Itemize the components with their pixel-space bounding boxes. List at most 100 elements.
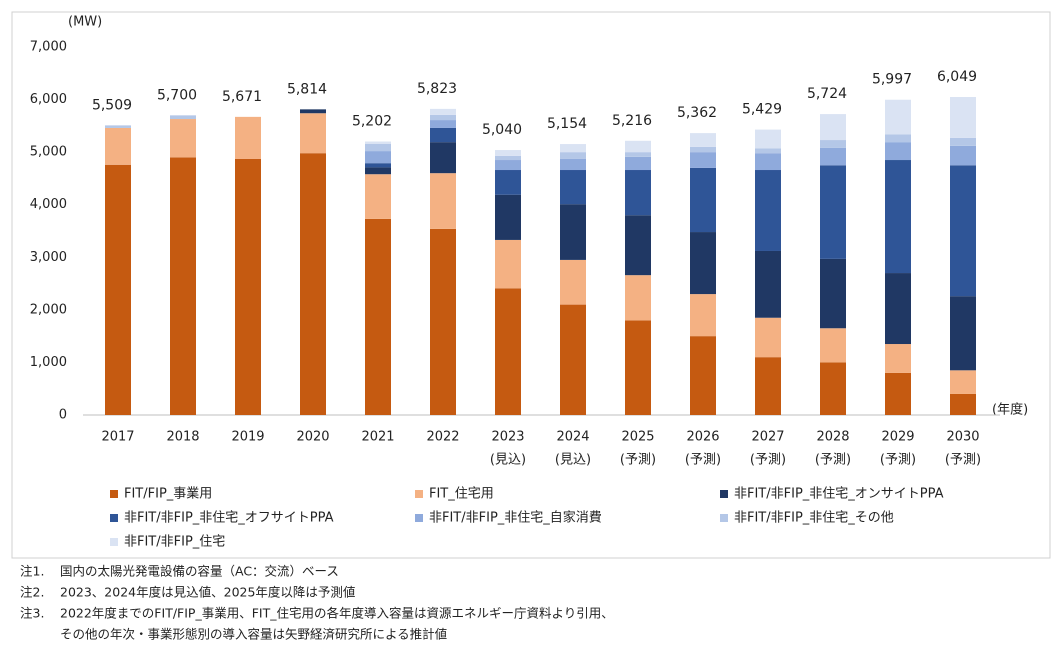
bar-segment bbox=[365, 218, 391, 415]
bar-segment bbox=[950, 96, 976, 138]
bar-segment bbox=[820, 165, 846, 259]
bar-segment bbox=[170, 119, 196, 158]
bar-segment bbox=[950, 370, 976, 394]
x-tick-sublabel: (見込) bbox=[490, 453, 526, 468]
y-tick-label: 1,000 bbox=[30, 355, 67, 370]
bar-segment bbox=[820, 328, 846, 363]
bar-segment bbox=[820, 362, 846, 415]
bar-segment bbox=[950, 137, 976, 146]
note-text: 2022年度までのFIT/FIP_事業用、FIT_住宅用の各年度導入容量は資源エ… bbox=[60, 606, 614, 621]
legend-label: 非FIT/非FIP_非住宅_その他 bbox=[734, 511, 894, 526]
bar-segment bbox=[560, 170, 586, 205]
x-tick-sublabel: (予測) bbox=[945, 453, 981, 468]
legend-swatch bbox=[415, 514, 423, 522]
bar-segment bbox=[625, 275, 651, 321]
legend-swatch bbox=[415, 490, 423, 498]
bar-segment bbox=[300, 153, 326, 416]
x-tick-label: 2019 bbox=[231, 430, 264, 445]
x-tick-label: 2030 bbox=[946, 430, 979, 445]
bar-segment bbox=[625, 140, 651, 153]
bar-segment bbox=[365, 174, 391, 219]
note-text: 2023、2024年度は見込値、2025年度以降は予測値 bbox=[60, 585, 355, 600]
bar-segment bbox=[885, 273, 911, 345]
x-tick-label: 2017 bbox=[101, 430, 134, 445]
x-tick-sublabel: (予測) bbox=[880, 453, 916, 468]
bar-segment bbox=[625, 156, 651, 171]
bar-segment bbox=[300, 113, 326, 154]
bar-segment bbox=[755, 148, 781, 154]
total-label: 5,700 bbox=[157, 87, 197, 103]
bar-segment bbox=[495, 194, 521, 240]
note-label: 注3. bbox=[20, 606, 44, 621]
x-tick-label: 2026 bbox=[686, 430, 719, 445]
bar-segment bbox=[690, 146, 716, 153]
bar-segment bbox=[365, 141, 391, 144]
bar-segment bbox=[885, 372, 911, 415]
legend-swatch bbox=[720, 490, 728, 498]
bar-segment bbox=[690, 167, 716, 233]
x-tick-label: 2020 bbox=[296, 430, 329, 445]
x-tick-sublabel: (見込) bbox=[555, 453, 591, 468]
x-tick-sublabel: (予測) bbox=[685, 453, 721, 468]
x-tick-label: 2018 bbox=[166, 430, 199, 445]
y-unit: (MW) bbox=[68, 15, 102, 30]
bar-segment bbox=[105, 127, 131, 165]
bar-segment bbox=[235, 116, 261, 159]
x-tick-sublabel: (予測) bbox=[815, 453, 851, 468]
y-tick-label: 2,000 bbox=[30, 302, 67, 317]
bar-segment bbox=[300, 109, 326, 114]
legend-swatch bbox=[110, 490, 118, 498]
bar-segment bbox=[495, 150, 521, 156]
legend-label: 非FIT/非FIP_非住宅_オフサイトPPA bbox=[124, 511, 334, 526]
bar-segment bbox=[950, 393, 976, 415]
bar-segment bbox=[560, 304, 586, 415]
bar-segment bbox=[430, 228, 456, 415]
note-text: 国内の太陽光発電設備の容量（AC：交流）ベース bbox=[60, 564, 339, 579]
bar-segment bbox=[560, 158, 586, 171]
x-tick-label: 2027 bbox=[751, 430, 784, 445]
bar-segment bbox=[495, 170, 521, 195]
bar-segment bbox=[105, 164, 131, 415]
bar-segment bbox=[690, 294, 716, 337]
bar-segment bbox=[495, 160, 521, 171]
legend-label: 非FIT/非FIP_非住宅_オンサイトPPA bbox=[734, 487, 944, 502]
bar-segment bbox=[495, 239, 521, 289]
bar-segment bbox=[820, 147, 846, 166]
bar-segment bbox=[625, 320, 651, 415]
total-label: 5,997 bbox=[872, 72, 912, 88]
x-tick-label: 2028 bbox=[816, 430, 849, 445]
total-label: 5,202 bbox=[352, 114, 392, 130]
bar-segment bbox=[430, 108, 456, 115]
bar-segment bbox=[430, 127, 456, 143]
bar-segment bbox=[170, 157, 196, 415]
total-label: 5,040 bbox=[482, 122, 522, 138]
bar-segment bbox=[430, 114, 456, 121]
legend-label: 非FIT/非FIP_住宅 bbox=[124, 535, 225, 550]
bar-segment bbox=[105, 125, 131, 128]
x-tick-label: 2025 bbox=[621, 430, 654, 445]
bar-segment bbox=[235, 158, 261, 415]
bar-segment bbox=[690, 336, 716, 415]
bar-segment bbox=[625, 152, 651, 157]
bar-segment bbox=[690, 232, 716, 295]
bar-segment bbox=[885, 99, 911, 135]
bar-segment bbox=[755, 170, 781, 251]
x-tick-sublabel: (予測) bbox=[620, 453, 656, 468]
bar-segment bbox=[755, 153, 781, 171]
bar-segment bbox=[885, 344, 911, 373]
chart-frame bbox=[11, 11, 1051, 559]
bar-segment bbox=[885, 142, 911, 161]
legend-label: FIT_住宅用 bbox=[429, 487, 494, 502]
bar-segment bbox=[365, 163, 391, 168]
total-label: 6,049 bbox=[937, 69, 977, 85]
x-tick-label: 2029 bbox=[881, 430, 914, 445]
bar-segment bbox=[820, 258, 846, 329]
total-label: 5,429 bbox=[742, 102, 782, 118]
total-label: 5,823 bbox=[417, 81, 457, 97]
bar-segment bbox=[625, 170, 651, 216]
bar-segment bbox=[820, 140, 846, 148]
bar-segment bbox=[755, 129, 781, 149]
total-label: 5,814 bbox=[287, 81, 327, 97]
bar-segment bbox=[365, 151, 391, 164]
